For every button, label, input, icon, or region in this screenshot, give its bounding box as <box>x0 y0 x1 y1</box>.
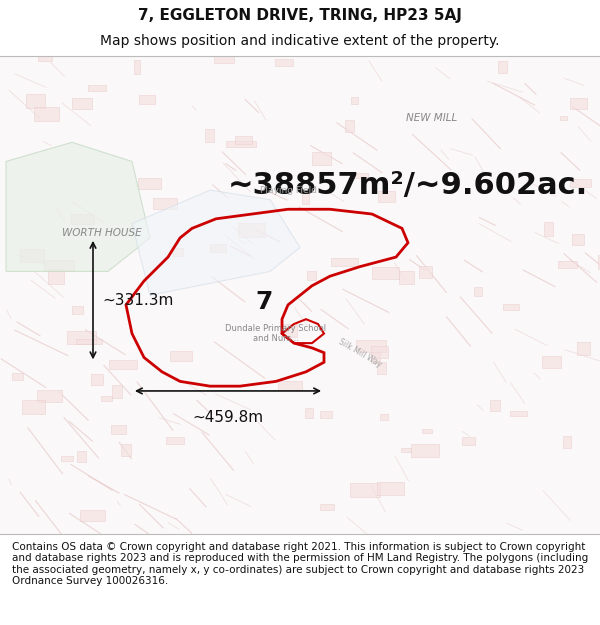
Bar <box>112 385 122 398</box>
Text: WORTH HOUSE: WORTH HOUSE <box>62 228 142 238</box>
Polygon shape <box>132 190 300 295</box>
Bar <box>399 271 414 284</box>
Bar <box>12 373 23 381</box>
Bar <box>61 456 73 461</box>
Bar <box>352 173 368 178</box>
Bar <box>170 351 192 361</box>
Bar <box>377 482 404 495</box>
Bar <box>503 304 519 310</box>
Bar <box>490 400 500 411</box>
Bar <box>48 269 64 284</box>
Bar <box>139 95 155 104</box>
Bar <box>577 342 590 355</box>
Bar <box>235 136 252 144</box>
Text: 7: 7 <box>256 291 272 314</box>
Bar <box>461 437 475 445</box>
Bar <box>76 339 101 344</box>
Bar <box>598 255 600 269</box>
Bar <box>305 408 313 419</box>
Bar <box>401 448 411 452</box>
Bar <box>80 510 104 521</box>
Bar <box>572 234 584 244</box>
Bar <box>205 129 214 142</box>
Bar <box>422 429 432 432</box>
Bar <box>20 249 44 262</box>
Text: 7, EGGLETON DRIVE, TRING, HP23 5AJ: 7, EGGLETON DRIVE, TRING, HP23 5AJ <box>138 8 462 23</box>
Bar <box>372 268 400 279</box>
Text: ~459.8m: ~459.8m <box>193 410 263 425</box>
Bar <box>153 199 177 209</box>
Bar <box>214 56 234 63</box>
Bar <box>226 141 256 147</box>
Bar <box>22 401 45 414</box>
Bar <box>557 261 577 268</box>
Bar <box>560 116 567 120</box>
Bar <box>91 374 103 386</box>
Bar <box>238 223 265 237</box>
Bar <box>350 97 358 104</box>
Bar <box>419 266 433 278</box>
Bar <box>101 396 112 401</box>
Bar <box>302 192 309 204</box>
Bar <box>542 356 561 368</box>
Bar <box>275 59 293 66</box>
Text: Map shows position and indicative extent of the property.: Map shows position and indicative extent… <box>100 34 500 48</box>
Bar <box>121 444 131 456</box>
Bar <box>411 444 439 457</box>
Bar <box>111 426 125 434</box>
Bar <box>73 306 83 314</box>
Bar <box>307 271 316 280</box>
Text: NEW MILL: NEW MILL <box>406 113 458 123</box>
Bar <box>356 339 386 352</box>
Bar <box>38 49 52 61</box>
Bar <box>109 360 137 369</box>
Bar <box>570 98 587 109</box>
Bar <box>88 85 106 91</box>
Text: ~38857m²/~9.602ac.: ~38857m²/~9.602ac. <box>228 171 588 200</box>
Polygon shape <box>6 142 150 271</box>
Bar <box>473 287 482 296</box>
Bar <box>320 504 334 509</box>
Bar <box>371 352 380 363</box>
Bar <box>26 94 44 108</box>
Text: Contains OS data © Crown copyright and database right 2021. This information is : Contains OS data © Crown copyright and d… <box>12 542 588 586</box>
Bar <box>510 411 527 416</box>
Text: Playing Field: Playing Field <box>260 186 317 194</box>
Bar <box>344 119 354 132</box>
Bar <box>350 483 380 498</box>
Bar <box>570 179 590 188</box>
Bar <box>72 98 92 109</box>
Bar <box>173 248 183 256</box>
Bar <box>34 107 59 121</box>
Text: Silk Mill Way: Silk Mill Way <box>337 337 383 369</box>
Bar <box>380 414 388 419</box>
Bar <box>377 191 395 202</box>
Bar <box>137 179 161 189</box>
Bar <box>377 362 386 374</box>
Bar <box>71 214 94 224</box>
Bar <box>134 60 140 74</box>
Bar <box>67 331 97 344</box>
Bar <box>544 222 553 236</box>
Bar <box>331 258 358 266</box>
Bar <box>499 61 508 73</box>
Bar <box>312 152 331 165</box>
Bar <box>44 260 74 269</box>
Text: Dundale Primary School
and Nurs...: Dundale Primary School and Nurs... <box>226 324 326 343</box>
Bar <box>166 437 184 444</box>
Bar <box>278 381 302 390</box>
Bar <box>563 436 571 447</box>
Bar <box>320 411 332 419</box>
Bar <box>283 324 298 338</box>
Bar <box>77 451 86 462</box>
Bar <box>37 390 62 402</box>
Text: ~331.3m: ~331.3m <box>102 292 173 308</box>
Bar <box>371 346 388 358</box>
Bar <box>211 244 226 252</box>
